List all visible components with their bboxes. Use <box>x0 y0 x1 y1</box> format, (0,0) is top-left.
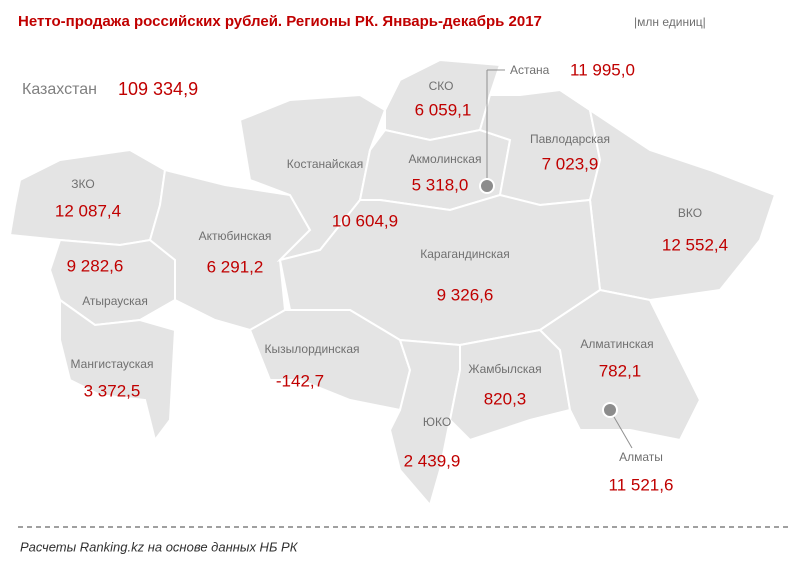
region-value: 12 087,4 <box>55 201 121 220</box>
region-label: Павлодарская <box>530 132 610 146</box>
region-value: 2 439,9 <box>404 451 461 470</box>
footer: Расчеты Ranking.kz на основе данных НБ Р… <box>20 539 299 554</box>
region-label: Кызылординская <box>265 342 360 356</box>
region-label: ЗКО <box>71 177 94 191</box>
region-label: Карагандинская <box>420 247 509 261</box>
total-label: Казахстан <box>22 81 97 98</box>
region-label: СКО <box>429 79 454 93</box>
total-value: 109 334,9 <box>118 79 198 99</box>
region-shape <box>8 148 167 247</box>
region-shape <box>59 298 177 443</box>
city-dot <box>479 178 495 194</box>
region-value: 10 604,9 <box>332 211 398 230</box>
city-label: Алматы <box>619 450 663 464</box>
region-label: ЮКО <box>423 415 451 429</box>
region-shape <box>448 328 572 442</box>
title: Нетто-продажа российских рублей. Регионы… <box>18 13 542 30</box>
region-shape <box>48 238 176 327</box>
region-label: Алматинская <box>580 337 653 351</box>
region-value: 782,1 <box>599 361 642 380</box>
region-value: 6 291,2 <box>207 257 264 276</box>
region-value: 3 372,5 <box>84 381 141 400</box>
city-value: 11 995,0 <box>570 60 635 79</box>
region-label: ВКО <box>678 206 702 220</box>
region-label: Костанайская <box>287 157 363 171</box>
region-value: 820,3 <box>484 389 527 408</box>
unit: |млн единиц| <box>634 15 706 29</box>
region-value: 6 059,1 <box>415 100 472 119</box>
region-value: 5 318,0 <box>412 175 469 194</box>
region-label: Акмолинская <box>409 152 482 166</box>
region-value: -142,7 <box>276 371 324 390</box>
city-label: Астана <box>510 63 550 77</box>
region-label: Жамбылская <box>468 362 541 376</box>
region-value: 7 023,9 <box>542 154 599 173</box>
region-shape <box>588 107 777 302</box>
region-label: Актюбинская <box>199 229 272 243</box>
map <box>8 58 777 508</box>
region-value: 9 326,6 <box>437 285 494 304</box>
region-value: 9 282,6 <box>67 256 124 275</box>
region-label: Атырауская <box>82 294 148 308</box>
region-shape <box>538 288 702 442</box>
region-value: 12 552,4 <box>662 235 728 254</box>
city-value: 11 521,6 <box>609 475 674 494</box>
city-dot <box>602 402 618 418</box>
region-label: Мангистауская <box>71 357 154 371</box>
